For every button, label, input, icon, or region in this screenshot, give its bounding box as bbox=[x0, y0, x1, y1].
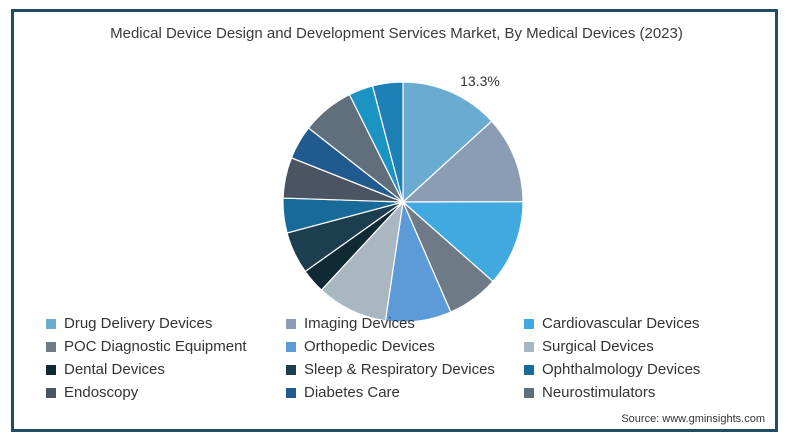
legend-swatch bbox=[524, 364, 534, 375]
legend-label: Dental Devices bbox=[64, 361, 165, 378]
legend-label: Neurostimulators bbox=[542, 384, 656, 401]
legend-label: Ophthalmology Devices bbox=[542, 361, 701, 378]
legend-item: Ophthalmology Devices bbox=[524, 360, 746, 379]
chart-title: Medical Device Design and Development Se… bbox=[110, 25, 683, 42]
legend-swatch bbox=[286, 364, 296, 375]
legend-swatch bbox=[286, 387, 296, 398]
legend-swatch bbox=[524, 318, 534, 329]
legend-swatch bbox=[286, 341, 296, 352]
chart-legend: Drug Delivery Devices Imaging Devices Card… bbox=[46, 314, 746, 402]
legend-swatch bbox=[524, 387, 534, 398]
legend-item: Neurostimulators bbox=[524, 383, 746, 402]
pie-slice-drug-delivery-devices bbox=[402, 81, 493, 204]
legend-swatch bbox=[46, 387, 56, 398]
legend-item: Orthopedic Devices bbox=[286, 337, 524, 356]
pie-slice-cardiovascular-devices bbox=[401, 201, 524, 283]
legend-label: Orthopedic Devices bbox=[304, 338, 435, 355]
legend-item: Diabetes Care bbox=[286, 383, 524, 402]
legend-item: Cardiovascular Devices bbox=[524, 314, 746, 333]
pie-slice-unlabeled-13 bbox=[371, 81, 404, 203]
legend-item: Drug Delivery Devices bbox=[46, 314, 286, 333]
pie-slice-imaging-devices bbox=[401, 120, 524, 203]
legend-item: Dental Devices bbox=[46, 360, 286, 379]
legend-swatch bbox=[46, 318, 56, 329]
legend-item: Surgical Devices bbox=[524, 337, 746, 356]
legend-label: Cardiovascular Devices bbox=[542, 315, 700, 332]
legend-label: Diabetes Care bbox=[304, 384, 400, 401]
legend-item: POC Diagnostic Equipment bbox=[46, 337, 286, 356]
legend-item: Imaging Devices bbox=[286, 314, 524, 333]
legend-swatch bbox=[46, 364, 56, 375]
legend-item: Endoscopy bbox=[46, 383, 286, 402]
legend-swatch bbox=[524, 341, 534, 352]
legend-label: Surgical Devices bbox=[542, 338, 654, 355]
legend-swatch bbox=[286, 318, 296, 329]
legend-label: Endoscopy bbox=[64, 384, 139, 401]
legend-label: Drug Delivery Devices bbox=[64, 315, 213, 332]
legend-label: POC Diagnostic Equipment bbox=[64, 338, 247, 355]
slice-label-drug-delivery: 13.3% bbox=[460, 73, 500, 89]
legend-swatch bbox=[46, 341, 56, 352]
legend-item: Sleep & Respiratory Devices bbox=[286, 360, 524, 379]
legend-label: Sleep & Respiratory Devices bbox=[304, 361, 495, 378]
legend-label: Imaging Devices bbox=[304, 315, 415, 332]
source-note: Source: www.gminsights.com bbox=[621, 413, 765, 425]
